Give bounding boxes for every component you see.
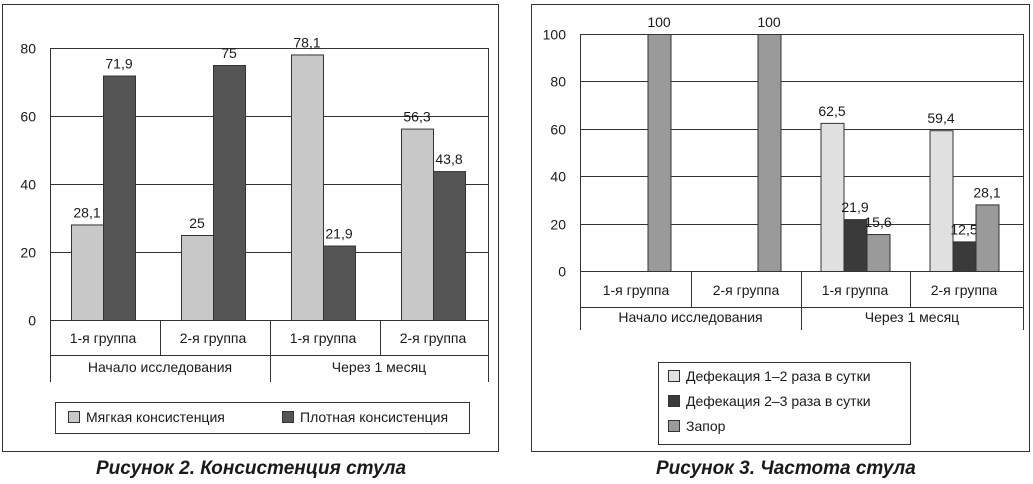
data-label: 28,1 (73, 204, 100, 220)
legend-box (55, 402, 470, 434)
group-label: Начало исследования (88, 359, 232, 375)
legend-swatch (68, 411, 80, 423)
bar (401, 128, 434, 321)
legend-label: Плотная консистенция (300, 409, 448, 425)
bar (213, 65, 246, 321)
data-label: 78,1 (293, 34, 320, 50)
y-tick-label: 60 (20, 109, 36, 125)
chart-frame (2, 4, 499, 452)
figure-3-caption: Рисунок 3. Частота стула (656, 458, 916, 479)
x-tick-label: 2-я группа (713, 282, 780, 298)
x-tick-label: 1-я группа (70, 330, 137, 346)
x-tick-label: 2-я группа (400, 330, 467, 346)
figure-2-caption: Рисунок 2. Консистенция стула (96, 458, 407, 479)
data-label: 100 (647, 14, 671, 30)
x-tick-label: 1-я группа (822, 282, 889, 298)
bar (323, 245, 356, 321)
bar (975, 204, 1000, 272)
x-tick-label: 1-я группа (603, 282, 670, 298)
x-tick-label: 2-я группа (180, 330, 247, 346)
data-label: 25 (189, 215, 205, 231)
x-tick-label: 2-я группа (931, 282, 998, 298)
bar (757, 34, 782, 272)
chart-2: 0 20 40 60 80 100 1-я группа 2-я группа 1-я груп… (531, 4, 1030, 452)
legend-label: Запор (686, 418, 726, 434)
data-label: 28,1 (973, 184, 1000, 200)
data-label: 15,6 (864, 214, 891, 230)
data-label: 43,8 (435, 151, 462, 167)
bar (866, 234, 891, 272)
bar (433, 171, 466, 321)
group-label: Через 1 месяц (865, 309, 959, 325)
data-label: 75 (221, 45, 237, 61)
chart-1: 0 20 40 60 80 1-я группа 2-я группа 1-я группа 2… (2, 4, 499, 452)
legend-label: Мягкая консистенция (86, 409, 225, 425)
legend-swatch (668, 420, 680, 432)
bar (71, 224, 104, 322)
group-label: Через 1 месяц (332, 359, 426, 375)
legend-label: Дефекация 1–2 раза в сутки (686, 368, 871, 384)
data-label: 21,9 (325, 226, 352, 242)
chart-frame (531, 4, 1030, 452)
data-label: 56,3 (403, 109, 430, 125)
y-tick-label: 40 (550, 169, 566, 185)
legend-swatch (668, 395, 680, 407)
y-tick-label: 100 (543, 27, 567, 43)
y-tick-label: 20 (20, 245, 36, 261)
bar (952, 241, 977, 272)
y-tick-label: 80 (20, 41, 36, 57)
data-label: 12,5 (950, 221, 977, 237)
legend-box (658, 362, 911, 445)
data-label: 62,5 (818, 103, 845, 119)
data-label: 21,9 (841, 199, 868, 215)
legend-label: Дефекация 2–3 раза в сутки (686, 393, 871, 409)
x-tick-label: 1-я группа (290, 330, 357, 346)
bar (820, 122, 845, 272)
data-label: 59,4 (927, 110, 954, 126)
legend-swatch (668, 370, 680, 382)
bar (647, 34, 672, 272)
y-tick-label: 0 (28, 313, 36, 329)
y-tick-label: 60 (550, 122, 566, 138)
data-label: 100 (757, 14, 781, 30)
group-label: Начало исследования (618, 309, 762, 325)
bar (181, 235, 214, 321)
y-tick-label: 80 (550, 74, 566, 90)
bar (291, 54, 324, 322)
y-tick-label: 0 (558, 264, 566, 280)
y-tick-label: 40 (20, 177, 36, 193)
y-tick-label: 20 (550, 217, 566, 233)
bar (929, 130, 954, 272)
data-label: 71,9 (105, 56, 132, 72)
legend-swatch (282, 411, 294, 423)
bar (103, 75, 136, 322)
